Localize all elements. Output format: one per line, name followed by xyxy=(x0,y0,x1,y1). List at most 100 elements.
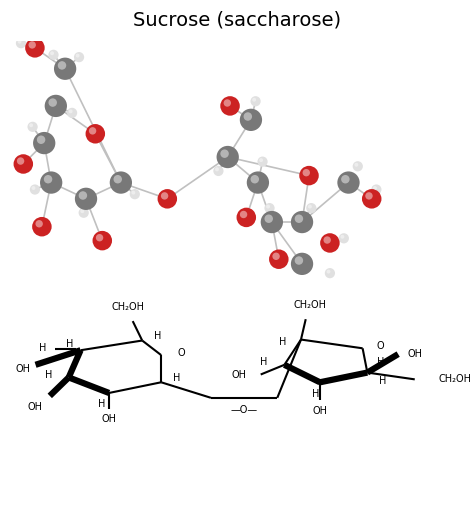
Circle shape xyxy=(131,191,135,195)
Circle shape xyxy=(252,98,256,102)
Circle shape xyxy=(79,207,89,218)
Circle shape xyxy=(18,40,21,43)
Circle shape xyxy=(86,124,105,144)
Circle shape xyxy=(45,95,67,117)
Circle shape xyxy=(54,58,76,80)
Text: H: H xyxy=(377,357,384,367)
Circle shape xyxy=(32,186,36,190)
Circle shape xyxy=(89,127,96,134)
Text: H: H xyxy=(154,331,162,341)
Circle shape xyxy=(261,211,283,233)
Text: H: H xyxy=(45,370,52,381)
Circle shape xyxy=(113,175,122,183)
Circle shape xyxy=(306,203,317,213)
Circle shape xyxy=(58,61,66,69)
Circle shape xyxy=(67,108,77,118)
Circle shape xyxy=(355,163,358,167)
Text: H: H xyxy=(311,389,319,399)
Text: Sucrose (saccharose): Sucrose (saccharose) xyxy=(133,11,341,30)
Text: H: H xyxy=(260,357,268,367)
Circle shape xyxy=(17,157,24,165)
Circle shape xyxy=(295,215,303,223)
Circle shape xyxy=(371,184,382,195)
Circle shape xyxy=(48,50,59,60)
Circle shape xyxy=(80,210,84,213)
Circle shape xyxy=(353,161,363,171)
Text: OH: OH xyxy=(231,369,246,380)
Circle shape xyxy=(28,41,36,49)
Text: O: O xyxy=(377,341,384,352)
Circle shape xyxy=(323,236,331,244)
Circle shape xyxy=(109,171,132,194)
Text: H: H xyxy=(379,377,387,386)
Circle shape xyxy=(240,211,247,218)
Text: CH₂OH: CH₂OH xyxy=(438,375,472,384)
Circle shape xyxy=(74,52,84,62)
Text: H: H xyxy=(98,399,106,409)
Circle shape xyxy=(325,268,335,278)
Circle shape xyxy=(362,189,382,208)
Circle shape xyxy=(213,166,224,176)
Circle shape xyxy=(302,169,310,176)
Circle shape xyxy=(30,184,40,195)
Circle shape xyxy=(130,189,140,199)
Circle shape xyxy=(251,175,259,183)
Circle shape xyxy=(50,51,54,55)
Circle shape xyxy=(96,234,103,241)
Text: VectorStock®: VectorStock® xyxy=(14,489,106,502)
Circle shape xyxy=(29,123,33,127)
Circle shape xyxy=(337,171,360,194)
Circle shape xyxy=(291,211,313,233)
Circle shape xyxy=(33,132,55,154)
Circle shape xyxy=(25,38,45,58)
Text: VectorStock.com/3769638: VectorStock.com/3769638 xyxy=(322,491,460,501)
Circle shape xyxy=(250,96,261,106)
Text: OH: OH xyxy=(312,406,328,415)
Circle shape xyxy=(264,215,273,223)
Text: CH₂OH: CH₂OH xyxy=(294,300,327,310)
Circle shape xyxy=(14,154,33,174)
Circle shape xyxy=(76,54,80,58)
Text: CH₂OH: CH₂OH xyxy=(111,303,145,312)
Text: OH: OH xyxy=(16,364,31,374)
Text: H: H xyxy=(173,374,181,383)
Circle shape xyxy=(320,233,340,253)
Circle shape xyxy=(340,235,344,239)
Circle shape xyxy=(264,203,274,213)
Circle shape xyxy=(27,122,38,132)
Circle shape xyxy=(157,189,177,208)
Circle shape xyxy=(79,191,87,200)
Circle shape xyxy=(237,207,256,227)
Circle shape xyxy=(269,249,289,269)
Circle shape xyxy=(75,188,97,210)
Circle shape xyxy=(32,217,52,237)
Circle shape xyxy=(244,112,252,121)
Circle shape xyxy=(339,233,349,243)
Circle shape xyxy=(92,231,112,250)
Circle shape xyxy=(36,220,43,227)
Circle shape xyxy=(308,204,312,208)
Text: O: O xyxy=(178,348,185,358)
Text: OH: OH xyxy=(408,349,423,359)
Text: H: H xyxy=(39,343,46,353)
Circle shape xyxy=(69,109,73,113)
Circle shape xyxy=(161,192,168,200)
Circle shape xyxy=(299,166,319,185)
Circle shape xyxy=(247,171,269,194)
Circle shape xyxy=(220,149,229,158)
Circle shape xyxy=(44,175,52,183)
Circle shape xyxy=(327,270,330,273)
Circle shape xyxy=(291,253,313,275)
Text: —O—: —O— xyxy=(230,405,258,414)
Circle shape xyxy=(295,257,303,265)
Text: OH: OH xyxy=(101,414,117,424)
Circle shape xyxy=(259,158,263,162)
Circle shape xyxy=(365,192,373,200)
Circle shape xyxy=(48,98,57,107)
Circle shape xyxy=(266,204,270,208)
Circle shape xyxy=(40,171,62,194)
Circle shape xyxy=(215,168,219,171)
Text: OH: OH xyxy=(27,402,43,412)
Circle shape xyxy=(373,186,377,190)
Text: H: H xyxy=(66,339,73,350)
